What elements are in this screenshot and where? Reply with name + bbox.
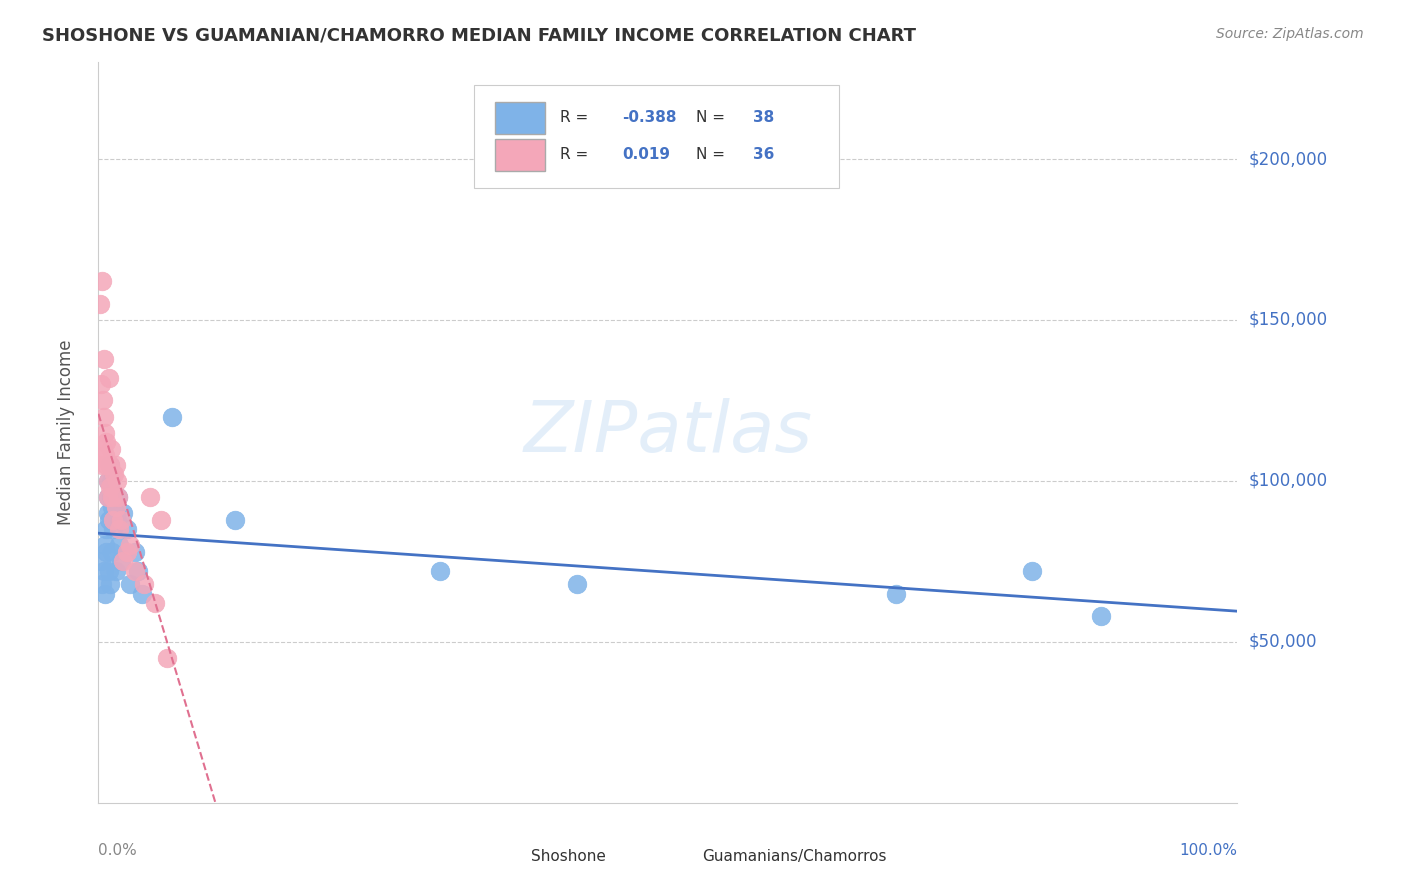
Point xyxy=(120,538,142,552)
Point xyxy=(96,506,118,520)
Point xyxy=(98,458,121,472)
Point xyxy=(104,564,127,578)
Text: Source: ZipAtlas.com: Source: ZipAtlas.com xyxy=(1216,27,1364,41)
Point xyxy=(94,448,117,462)
Point xyxy=(103,522,125,536)
Point xyxy=(96,545,118,559)
Point xyxy=(97,371,120,385)
Point xyxy=(98,458,121,472)
Point xyxy=(93,564,115,578)
Point xyxy=(94,538,117,552)
Point xyxy=(101,500,124,514)
Point xyxy=(104,506,127,520)
Text: R =: R = xyxy=(560,111,593,126)
Text: Guamanians/Chamorros: Guamanians/Chamorros xyxy=(702,849,887,864)
Point xyxy=(112,506,135,520)
Point xyxy=(110,554,132,568)
Point xyxy=(145,596,167,610)
Point xyxy=(224,512,246,526)
Point xyxy=(96,435,118,450)
Text: 0.0%: 0.0% xyxy=(98,843,138,857)
Point xyxy=(138,490,160,504)
Point xyxy=(103,512,125,526)
Point xyxy=(101,490,124,504)
Point xyxy=(884,586,907,600)
Point xyxy=(100,474,122,488)
Point xyxy=(108,522,131,536)
Text: $50,000: $50,000 xyxy=(1249,632,1317,651)
Point xyxy=(108,538,131,552)
Point xyxy=(131,586,153,600)
Point xyxy=(91,442,114,456)
Text: Shoshone: Shoshone xyxy=(531,849,606,864)
Point xyxy=(1090,609,1112,624)
Point xyxy=(94,586,117,600)
Point xyxy=(429,564,451,578)
Point xyxy=(124,545,146,559)
Point xyxy=(89,297,111,311)
Text: 38: 38 xyxy=(754,111,775,126)
FancyBboxPatch shape xyxy=(474,85,839,188)
Text: SHOSHONE VS GUAMANIAN/CHAMORRO MEDIAN FAMILY INCOME CORRELATION CHART: SHOSHONE VS GUAMANIAN/CHAMORRO MEDIAN FA… xyxy=(42,27,917,45)
Point xyxy=(100,442,122,456)
Point xyxy=(107,490,129,504)
Point xyxy=(91,393,114,408)
Point xyxy=(565,577,588,591)
FancyBboxPatch shape xyxy=(665,846,699,867)
Point xyxy=(90,377,112,392)
Point xyxy=(120,577,142,591)
Point xyxy=(150,512,173,526)
Point xyxy=(97,564,120,578)
Point xyxy=(132,577,155,591)
Point xyxy=(98,577,121,591)
Point xyxy=(103,467,125,482)
Text: ZIPatlas: ZIPatlas xyxy=(523,398,813,467)
Point xyxy=(98,480,121,494)
Point xyxy=(96,522,118,536)
Text: 100.0%: 100.0% xyxy=(1180,843,1237,857)
FancyBboxPatch shape xyxy=(495,846,527,867)
Point xyxy=(90,274,112,288)
Y-axis label: Median Family Income: Median Family Income xyxy=(56,340,75,525)
Text: R =: R = xyxy=(560,147,593,162)
FancyBboxPatch shape xyxy=(495,138,546,171)
Point xyxy=(1021,564,1043,578)
Point xyxy=(105,512,128,526)
Point xyxy=(104,500,127,514)
Text: $100,000: $100,000 xyxy=(1249,472,1327,490)
Point xyxy=(90,458,112,472)
Point xyxy=(162,409,184,424)
Point xyxy=(104,458,127,472)
Point xyxy=(96,490,118,504)
Point xyxy=(96,474,118,488)
Point xyxy=(97,512,120,526)
Point xyxy=(96,458,118,472)
FancyBboxPatch shape xyxy=(495,102,546,135)
Text: 0.019: 0.019 xyxy=(623,147,671,162)
Point xyxy=(127,564,149,578)
Point xyxy=(96,474,118,488)
Point xyxy=(93,409,115,424)
Point xyxy=(115,522,138,536)
Text: -0.388: -0.388 xyxy=(623,111,676,126)
Point xyxy=(107,490,129,504)
Point xyxy=(112,554,135,568)
Point xyxy=(96,490,118,504)
Point xyxy=(101,545,124,559)
Point xyxy=(90,554,112,568)
Point xyxy=(110,512,132,526)
Point xyxy=(124,564,146,578)
Text: N =: N = xyxy=(696,111,730,126)
Point xyxy=(90,577,112,591)
Text: N =: N = xyxy=(696,147,730,162)
Point xyxy=(94,425,117,440)
Point xyxy=(156,651,179,665)
Text: $200,000: $200,000 xyxy=(1249,150,1327,168)
Point xyxy=(105,474,128,488)
Point xyxy=(100,490,122,504)
Text: 36: 36 xyxy=(754,147,775,162)
Point xyxy=(115,545,138,559)
Text: $150,000: $150,000 xyxy=(1249,311,1327,329)
Point xyxy=(93,351,115,366)
